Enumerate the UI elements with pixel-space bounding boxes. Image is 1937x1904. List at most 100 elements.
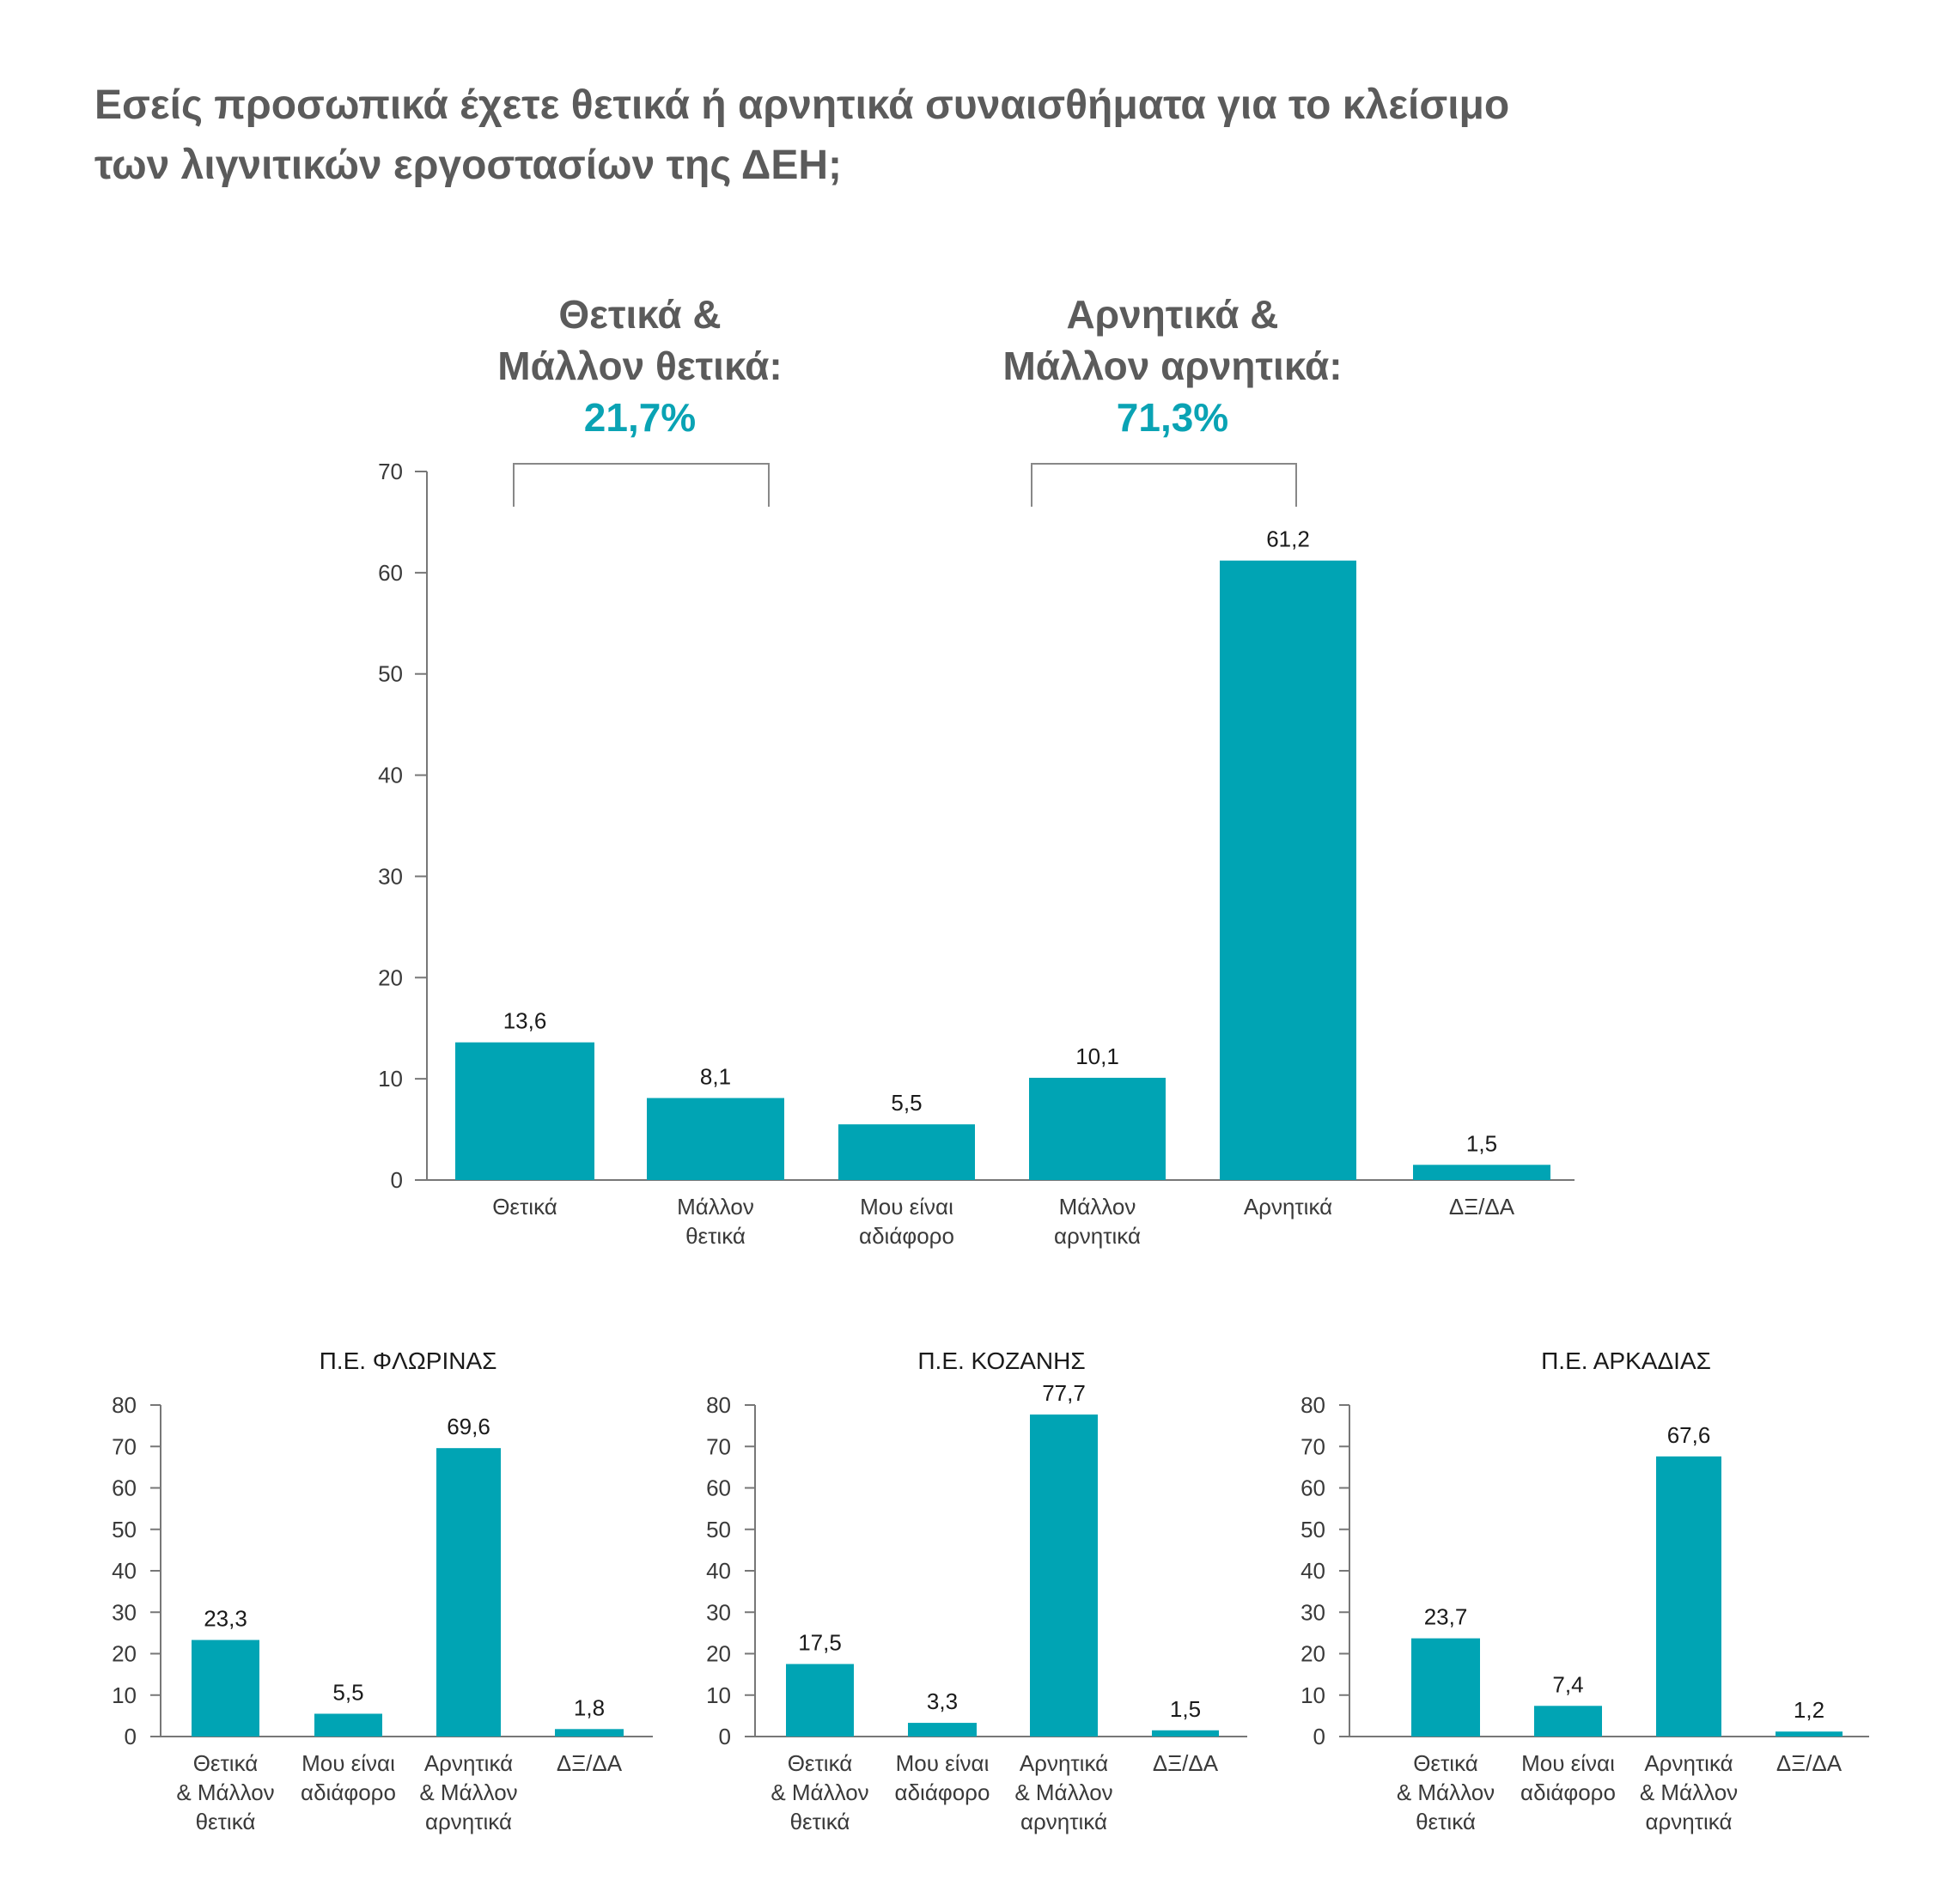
negative-group-line-1: Αρνητικά & bbox=[1066, 292, 1279, 337]
arkadia-y-tick-label: 10 bbox=[1300, 1682, 1325, 1708]
florina-value-label: 5,5 bbox=[332, 1679, 363, 1705]
arkadia-y-tick-label: 0 bbox=[1313, 1724, 1325, 1749]
positive-group-percent: 21,7% bbox=[583, 395, 697, 440]
page-title-line-2: των λιγνιτικών εργοστασίων της ΔΕΗ; bbox=[94, 143, 843, 188]
arkadia-category-label: ΔΞ/ΔΑ bbox=[1776, 1750, 1843, 1776]
main-value-label: 61,2 bbox=[1266, 526, 1310, 552]
arkadia-bar bbox=[1776, 1731, 1843, 1737]
florina-y-tick-label: 10 bbox=[112, 1682, 137, 1708]
arkadia-bar bbox=[1534, 1706, 1602, 1737]
main-bar bbox=[1413, 1165, 1550, 1180]
main-y-tick-label: 50 bbox=[378, 661, 403, 687]
main-value-label: 8,1 bbox=[700, 1064, 731, 1090]
florina-category-label: & Μάλλον bbox=[419, 1779, 517, 1805]
kozani-bar bbox=[1030, 1414, 1098, 1737]
florina-category-label: Αρνητικά bbox=[424, 1750, 513, 1776]
main-value-label: 5,5 bbox=[891, 1090, 922, 1116]
arkadia-category-label: αδιάφορο bbox=[1520, 1779, 1616, 1805]
florina-y-tick-label: 70 bbox=[112, 1433, 137, 1459]
main-value-label: 13,6 bbox=[503, 1008, 547, 1034]
page-title-line-1: Εσείς προσωπικά έχετε θετικά ή αρνητικά … bbox=[94, 82, 1510, 128]
arkadia-y-tick-label: 70 bbox=[1300, 1433, 1325, 1459]
florina-y-tick-label: 50 bbox=[112, 1517, 137, 1542]
kozani-y-tick-label: 30 bbox=[706, 1599, 731, 1625]
kozani-category-label: ΔΞ/ΔΑ bbox=[1153, 1750, 1219, 1776]
main-bar bbox=[647, 1098, 784, 1180]
arkadia-y-tick-label: 20 bbox=[1300, 1641, 1325, 1667]
main-y-tick-label: 0 bbox=[391, 1167, 403, 1193]
florina-category-label: ΔΞ/ΔΑ bbox=[557, 1750, 623, 1776]
kozani-y-tick-label: 60 bbox=[706, 1475, 731, 1501]
main-category-label: Θετικά bbox=[492, 1194, 557, 1220]
kozani-y-tick-label: 10 bbox=[706, 1682, 731, 1708]
arkadia-value-label: 7,4 bbox=[1552, 1671, 1583, 1697]
positive-group-heading: Θετικά & Μάλλον θετικά: 21,7% bbox=[447, 289, 833, 443]
florina-y-tick-label: 40 bbox=[112, 1558, 137, 1584]
arkadia-chart-title: Π.Ε. ΑΡΚΑΔΙΑΣ bbox=[1541, 1347, 1711, 1374]
kozani-value-label: 17,5 bbox=[798, 1630, 842, 1656]
kozani-y-tick-label: 20 bbox=[706, 1641, 731, 1667]
arkadia-category-label: & Μάλλον bbox=[1640, 1779, 1738, 1805]
arkadia-y-tick-label: 60 bbox=[1300, 1475, 1325, 1501]
main-bar bbox=[1220, 560, 1356, 1180]
kozani-category-label: αρνητικά bbox=[1020, 1809, 1107, 1834]
negative-group-bracket bbox=[1031, 463, 1297, 507]
main-category-label: ΔΞ/ΔΑ bbox=[1449, 1194, 1515, 1220]
positive-group-bracket bbox=[513, 463, 770, 507]
main-category-label: θετικά bbox=[685, 1223, 746, 1249]
florina-y-tick-label: 0 bbox=[125, 1724, 137, 1749]
arkadia-y-tick-label: 50 bbox=[1300, 1517, 1325, 1542]
page-title: Εσείς προσωπικά έχετε θετικά ή αρνητικά … bbox=[94, 76, 1812, 196]
main-bar bbox=[1029, 1077, 1166, 1180]
main-bar bbox=[455, 1042, 594, 1180]
florina-category-label: αδιάφορο bbox=[301, 1779, 396, 1805]
florina-category-label: Μου είναι bbox=[302, 1750, 395, 1776]
kozani-category-label: Θετικά bbox=[788, 1750, 853, 1776]
main-value-label: 1,5 bbox=[1466, 1130, 1497, 1156]
florina-bar bbox=[314, 1713, 382, 1737]
florina-category-label: θετικά bbox=[196, 1809, 256, 1834]
negative-group-percent: 71,3% bbox=[1116, 395, 1229, 440]
main-category-label: Μάλλον bbox=[677, 1194, 754, 1220]
kozani-bar bbox=[908, 1723, 977, 1737]
florina-y-tick-label: 20 bbox=[112, 1641, 137, 1667]
main-value-label: 10,1 bbox=[1075, 1043, 1119, 1069]
kozani-category-label: & Μάλλον bbox=[771, 1779, 868, 1805]
florina-category-label: Θετικά bbox=[193, 1750, 259, 1776]
arkadia-bar bbox=[1656, 1456, 1721, 1737]
kozani-category-label: αδιάφορο bbox=[895, 1779, 990, 1805]
main-y-tick-label: 40 bbox=[378, 763, 403, 788]
kozani-bar bbox=[1152, 1730, 1219, 1737]
kozani-y-tick-label: 80 bbox=[706, 1392, 731, 1418]
main-category-label: αρνητικά bbox=[1054, 1223, 1141, 1249]
kozani-category-label: Μου είναι bbox=[896, 1750, 990, 1776]
arkadia-category-label: Αρνητικά bbox=[1644, 1750, 1733, 1776]
main-y-tick-label: 30 bbox=[378, 863, 403, 889]
arkadia-category-label: θετικά bbox=[1416, 1809, 1476, 1834]
florina-bar bbox=[192, 1639, 259, 1737]
arkadia-y-tick-label: 30 bbox=[1300, 1599, 1325, 1625]
florina-category-label: αρνητικά bbox=[425, 1809, 512, 1834]
kozani-y-tick-label: 0 bbox=[719, 1724, 731, 1749]
florina-value-label: 1,8 bbox=[574, 1694, 605, 1720]
florina-chart-title: Π.Ε. ΦΛΩΡΙΝΑΣ bbox=[320, 1347, 497, 1374]
arkadia-category-label: & Μάλλον bbox=[1397, 1779, 1495, 1805]
florina-bar bbox=[555, 1729, 624, 1737]
kozani-category-label: Αρνητικά bbox=[1020, 1750, 1108, 1776]
main-bar bbox=[838, 1124, 975, 1180]
arkadia-bar bbox=[1411, 1638, 1480, 1737]
florina-y-tick-label: 30 bbox=[112, 1599, 137, 1625]
main-y-tick-label: 20 bbox=[378, 964, 403, 990]
negative-group-line-2: Μάλλον αρνητικά: bbox=[1002, 344, 1343, 388]
main-y-tick-label: 70 bbox=[378, 459, 403, 484]
florina-category-label: & Μάλλον bbox=[176, 1779, 274, 1805]
arkadia-y-tick-label: 80 bbox=[1300, 1392, 1325, 1418]
kozani-category-label: θετικά bbox=[790, 1809, 850, 1834]
kozani-category-label: & Μάλλον bbox=[1014, 1779, 1112, 1805]
kozani-value-label: 77,7 bbox=[1042, 1380, 1086, 1406]
florina-bar bbox=[436, 1448, 501, 1737]
main-y-tick-label: 10 bbox=[378, 1066, 403, 1092]
negative-group-heading: Αρνητικά & Μάλλον αρνητικά: 71,3% bbox=[958, 289, 1387, 443]
kozani-y-tick-label: 40 bbox=[706, 1558, 731, 1584]
